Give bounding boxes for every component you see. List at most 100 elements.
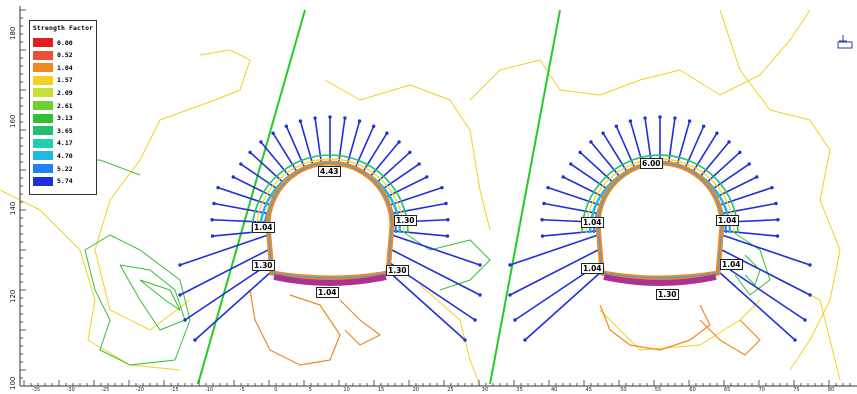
contour-line [339,299,381,346]
rock-bolt [391,234,481,266]
y-tick-label: 180 [9,26,17,40]
legend-value: 1.04 [57,63,73,72]
x-tick-label: 70 [758,387,765,393]
legend-value: 0.00 [57,38,73,47]
rock-bolt [721,234,811,266]
x-tick-label: 10 [343,387,350,393]
legend-entry: 1.04 [33,62,73,73]
legend-swatch [33,88,53,98]
x-tick-label: -25 [101,387,110,393]
legend-swatch [33,113,53,123]
bolt-end [212,201,216,206]
rock-bolt [543,202,600,215]
bolt-end [715,131,719,135]
fault-line [489,9,561,385]
rock-bolt [684,125,705,169]
strength-factor-label: 1.04 [581,263,604,274]
legend-value: 4.70 [57,151,73,160]
rock-bolt [272,132,299,173]
rock-bolt [212,218,269,224]
bolt-end [385,131,389,135]
y-tick-label: 160 [9,114,17,128]
bolt-end [216,185,220,190]
rock-bolt [615,125,636,169]
rock-bolt [720,202,777,215]
legend-entry: 1.57 [33,75,73,86]
bolt-end [793,338,797,342]
bolt-end [601,131,605,135]
contour-line [249,289,341,366]
rock-bolt [717,270,796,341]
x-tick-label: -15 [170,387,179,393]
rock-bolt [361,132,388,173]
bolt-end [343,116,347,120]
x-tick-label: 80 [827,387,835,393]
contour-line [324,79,491,231]
strength-band [255,158,405,234]
bolt-end [440,185,444,190]
strength-factor-label: 1.04 [720,259,743,270]
bolt-end [478,293,482,297]
bolt-end [589,140,593,144]
rock-bolt [509,234,599,266]
strength-band [251,154,409,234]
legend-entry: 3.13 [33,113,73,124]
bolt-end [445,234,450,238]
bolt-end [446,218,450,222]
rock-bolt [387,270,466,341]
invert-support [603,274,717,286]
legend-value: 2.61 [57,101,73,110]
bolt-end [371,124,376,128]
y-tick-label: 100 [9,376,17,390]
contour-line [469,9,811,101]
rock-bolt [354,125,375,169]
y-tick-label: 120 [9,289,17,303]
x-tick-label: 25 [447,387,454,393]
ground-surface-icon[interactable] [836,34,854,50]
contour-line [599,304,711,351]
bolt-end [546,185,550,190]
legend-entry: 5.74 [33,176,73,187]
rock-bolt [390,202,447,215]
bolt-end [183,318,187,322]
x-tick-label: 45 [585,387,592,393]
rock-bolt [547,186,602,207]
contour-line [139,279,181,311]
bolt-end [803,318,807,322]
bolt-end [658,115,662,119]
rock-bolt [705,151,741,184]
bolt-end [463,338,467,342]
x-tick-label: 20 [412,387,419,393]
legend-swatch [33,126,53,136]
x-tick-label: 50 [620,387,627,393]
x-tick-label: -30 [66,387,75,393]
x-tick-label: 75 [793,387,800,393]
bolt-end [313,116,317,120]
x-tick-label: -20 [135,387,144,393]
bolt-end [271,131,275,135]
contour-line [744,254,761,286]
bolt-end [425,175,429,179]
legend-swatch [33,38,53,47]
y-tick-label: 140 [9,201,17,215]
bolt-end [513,318,517,322]
legend-swatch [33,75,53,85]
left-tunnel [178,115,482,342]
strength-band [581,154,739,234]
bolt-end [628,119,633,123]
bolt-end [357,119,362,123]
x-tick-label: 55 [654,387,662,393]
x-tick-label: 35 [516,387,523,393]
contour-line [599,299,761,351]
contour-line [719,9,841,371]
strength-factor-label: 1.04 [252,222,275,233]
legend-entry: 2.09 [33,87,73,98]
contour-line [94,49,251,331]
legend-value: 1.57 [57,76,73,85]
legend-swatch [33,101,53,110]
legend-entry: 5.22 [33,163,73,174]
legend-entry: 4.70 [33,150,73,161]
bolt-end [193,338,197,342]
bolt-end [540,234,545,238]
bolt-end [397,140,401,144]
